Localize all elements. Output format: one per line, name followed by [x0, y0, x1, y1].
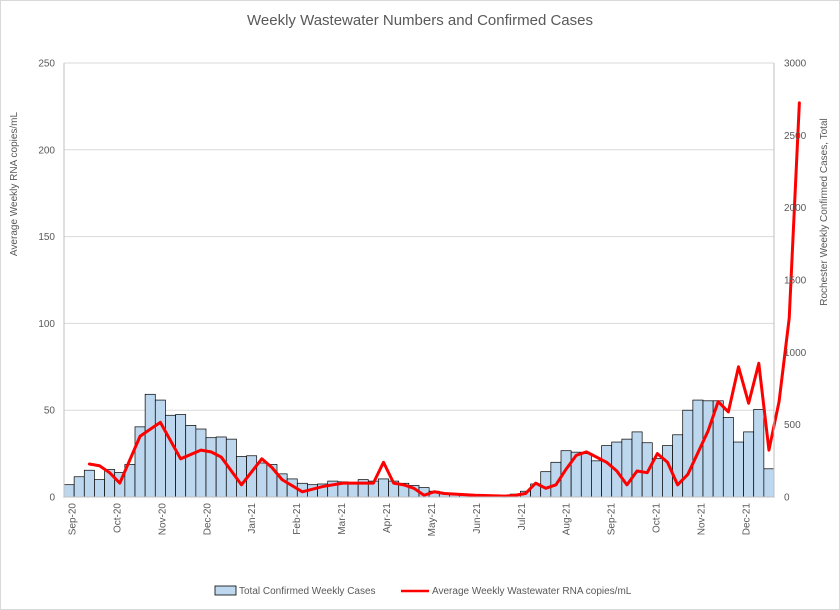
chart-title: Weekly Wastewater Numbers and Confirmed … — [247, 12, 593, 29]
left-tick-label: 200 — [38, 145, 55, 156]
x-tick-label: Apr-21 — [382, 503, 393, 533]
bar — [236, 456, 247, 498]
x-tick-label: Oct-21 — [652, 503, 663, 533]
bar — [722, 417, 734, 498]
left-axis-title: Average Weekly RNA copies/mL — [9, 111, 20, 256]
x-tick-label: May-21 — [427, 503, 438, 537]
bar — [205, 437, 217, 498]
legend-label-wastewater: Average Weekly Wastewater RNA copies/mL — [432, 586, 632, 597]
right-tick-label: 1500 — [784, 276, 807, 287]
bar — [672, 434, 684, 498]
x-tick-label: Mar-21 — [337, 503, 348, 535]
bar — [154, 399, 166, 498]
right-axis-title: Rochester Weekly Confirmed Cases, Total — [819, 118, 830, 306]
wastewater-line — [87, 101, 801, 498]
line-series — [87, 101, 801, 498]
bar — [743, 431, 755, 498]
bar — [195, 428, 207, 498]
bar — [651, 458, 663, 498]
bar — [378, 478, 389, 498]
x-tick-label: Dec-20 — [202, 503, 213, 536]
x-tick-label: Jul-21 — [517, 503, 528, 531]
bar — [682, 409, 694, 498]
x-axis-ticks: Sep-20 Oct-20 Nov-20 Dec-20 Jan-21 Feb-21 Mar-… — [68, 503, 753, 537]
bar — [94, 479, 105, 498]
bar — [591, 460, 602, 498]
bar — [256, 462, 268, 498]
left-tick-label: 100 — [38, 319, 55, 330]
bar — [215, 436, 227, 498]
bar — [702, 400, 714, 498]
bar — [73, 476, 85, 498]
x-tick-label: Oct-20 — [112, 503, 123, 533]
x-tick-label: Nov-21 — [697, 503, 708, 536]
legend-swatch-cases — [214, 585, 237, 596]
right-tick-label: 2500 — [784, 131, 807, 142]
right-tick-label: 500 — [784, 420, 801, 431]
legend: Total Confirmed Weekly Cases Average Wee… — [214, 585, 632, 597]
right-tick-label: 0 — [784, 493, 790, 504]
bar — [580, 453, 592, 498]
gridlines — [64, 62, 774, 411]
x-tick-label: Nov-20 — [157, 503, 168, 536]
left-tick-label: 250 — [38, 59, 55, 70]
x-tick-label: Jan-21 — [247, 503, 258, 534]
bar — [601, 445, 613, 498]
right-tick-label: 3000 — [784, 59, 807, 70]
bar — [631, 431, 643, 498]
x-tick-label: Aug-21 — [562, 503, 573, 536]
x-tick-label: Sep-21 — [607, 503, 618, 536]
bar — [733, 441, 744, 498]
bar — [540, 471, 552, 498]
left-tick-label: 50 — [44, 406, 56, 417]
x-tick-label: Jun-21 — [472, 503, 483, 534]
axes — [63, 63, 775, 498]
bar — [165, 414, 176, 498]
bar — [621, 438, 633, 498]
right-tick-label: 2000 — [784, 203, 807, 214]
left-axis-ticks: 0 50 100 150 200 250 — [38, 59, 55, 504]
bar — [753, 409, 765, 498]
legend-label-cases: Total Confirmed Weekly Cases — [239, 586, 376, 597]
bar — [347, 482, 359, 498]
x-tick-label: Feb-21 — [292, 503, 303, 535]
bar — [763, 468, 775, 498]
bar — [83, 469, 95, 498]
right-tick-label: 1000 — [784, 348, 807, 359]
left-tick-label: 0 — [49, 493, 55, 504]
x-tick-label: Sep-20 — [68, 503, 79, 536]
x-tick-label: Dec-21 — [741, 503, 752, 536]
right-axis-ticks: 0 500 1000 1500 2000 2500 3000 — [784, 59, 807, 504]
bar — [185, 425, 197, 498]
left-tick-label: 150 — [38, 232, 55, 243]
bar-series — [63, 393, 775, 498]
bar — [144, 393, 156, 498]
bar — [63, 484, 75, 498]
